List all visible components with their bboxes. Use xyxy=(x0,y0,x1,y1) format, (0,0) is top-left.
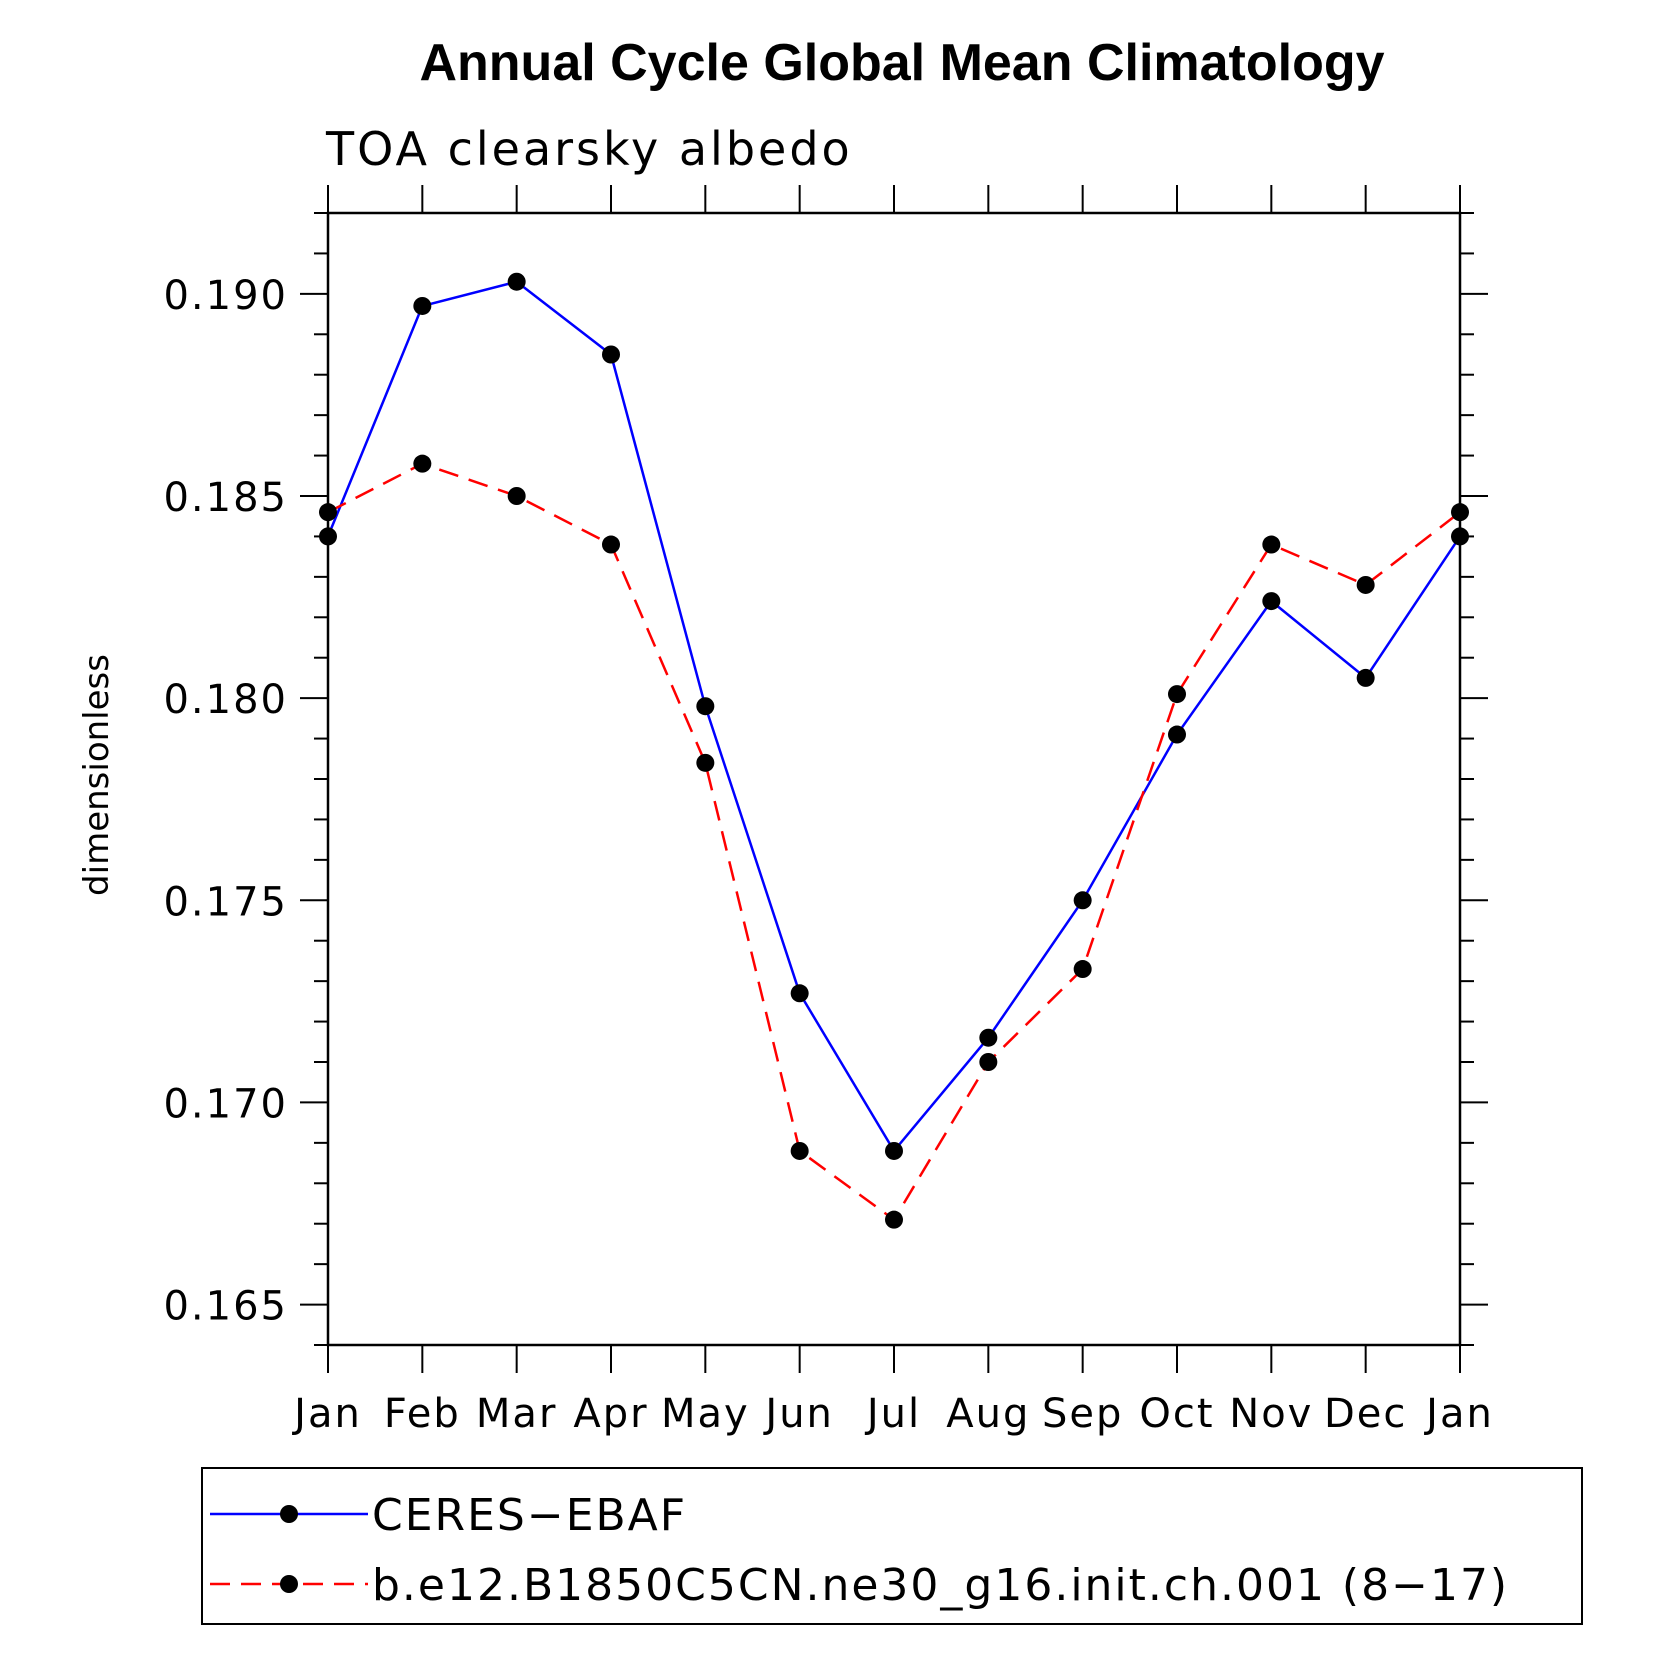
plot-border xyxy=(326,211,1462,1347)
data-point-series-0 xyxy=(885,1141,903,1160)
legend-marker-ceres xyxy=(280,1505,298,1523)
data-point-series-0 xyxy=(1451,527,1469,546)
x-tick-label: Mar xyxy=(476,1391,557,1437)
x-tick-label: Jan xyxy=(291,1391,362,1437)
data-point-series-1 xyxy=(979,1053,998,1071)
legend-label-ceres: CERES−EBAF xyxy=(372,1490,687,1541)
data-point-series-0 xyxy=(1168,725,1186,744)
x-tick-label: Aug xyxy=(946,1391,1030,1437)
y-ticks: 0.165 0.170 0.175 0.180 0.185 0.190 xyxy=(163,212,1488,1346)
data-point-series-0 xyxy=(413,296,432,315)
legend-box xyxy=(201,1467,1583,1625)
x-tick-label: Apr xyxy=(573,1391,648,1437)
y-tick-label: 0.170 xyxy=(163,1081,288,1127)
legend-marker-model xyxy=(280,1575,298,1593)
data-point-series-1 xyxy=(319,503,337,522)
data-point-series-1 xyxy=(885,1210,903,1229)
data-point-series-1 xyxy=(1073,960,1092,979)
legend-label-model: b.e12.B1850C5CN.ne30_g16.init.ch.001 (8−… xyxy=(372,1560,1509,1611)
series-line-1 xyxy=(327,462,1461,1222)
y-tick-label: 0.175 xyxy=(163,879,288,925)
y-tick-label: 0.185 xyxy=(163,475,288,521)
data-point-series-0 xyxy=(790,984,809,1003)
x-tick-label: Oct xyxy=(1139,1391,1214,1437)
y-tick-label: 0.180 xyxy=(163,677,288,723)
plot-frame xyxy=(326,211,1462,1347)
data-point-series-1 xyxy=(602,535,620,554)
x-tick-label: Jan xyxy=(1423,1391,1494,1437)
y-axis-label: dimensionless xyxy=(77,654,117,896)
x-tick-label: Feb xyxy=(384,1391,461,1437)
x-tick-label: Nov xyxy=(1229,1391,1313,1437)
data-point-series-1 xyxy=(1451,503,1469,522)
legend: CERES−EBAF b.e12.B1850C5CN.ne30_g16.init… xyxy=(201,1467,1583,1625)
x-tick-label: Dec xyxy=(1324,1391,1407,1437)
data-point-series-1 xyxy=(1356,575,1375,594)
data-point-series-0 xyxy=(1262,592,1281,611)
data-point-series-1 xyxy=(1168,685,1186,704)
data-point-series-1 xyxy=(413,454,432,473)
series-line-0 xyxy=(326,280,1462,1154)
data-point-series-0 xyxy=(1073,891,1092,910)
data-point-series-0 xyxy=(696,697,715,716)
data-point-series-0 xyxy=(979,1028,998,1047)
series-lines xyxy=(326,280,1462,1222)
data-point-series-0 xyxy=(1356,668,1375,687)
y-tick-label: 0.165 xyxy=(163,1284,288,1330)
data-point-series-1 xyxy=(507,487,526,505)
data-point-series-0 xyxy=(602,345,620,364)
y-tick-label: 0.190 xyxy=(163,273,288,319)
data-point-series-1 xyxy=(696,753,715,772)
x-tick-label: Sep xyxy=(1042,1391,1123,1437)
data-point-series-0 xyxy=(319,527,337,546)
data-point-series-1 xyxy=(1262,535,1281,554)
data-point-series-1 xyxy=(790,1141,809,1160)
x-tick-label: May xyxy=(661,1391,750,1437)
data-point-series-0 xyxy=(507,272,526,291)
series-markers xyxy=(319,272,1469,1229)
x-tick-label: Jul xyxy=(864,1391,921,1437)
x-ticks: Jan Feb Mar Apr May Jun Jul Aug Sep Oct Nov Dec Jan xyxy=(291,185,1494,1437)
x-tick-label: Jun xyxy=(762,1391,834,1437)
chart-subtitle: TOA clearsky albedo xyxy=(325,122,853,176)
chart-title: Annual Cycle Global Mean Climatology xyxy=(419,34,1384,92)
